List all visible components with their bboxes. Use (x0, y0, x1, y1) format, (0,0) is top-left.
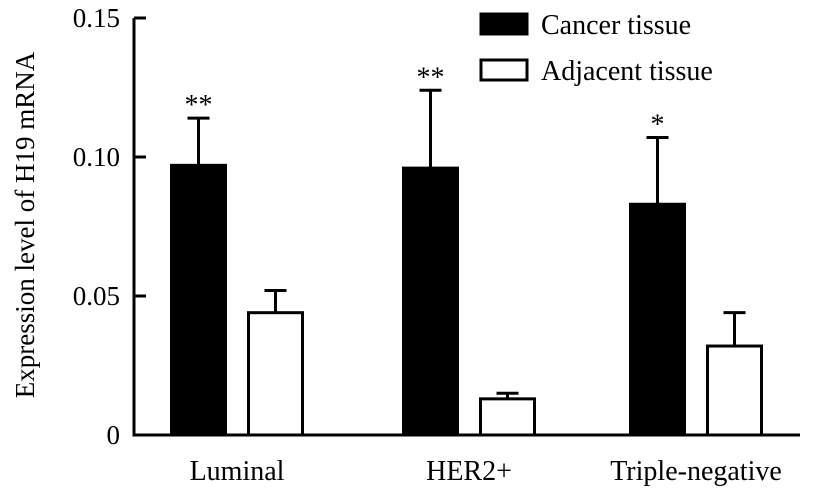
category-labels: Luminal HER2+ Triple-negative (190, 456, 782, 487)
category-label: HER2+ (426, 456, 512, 487)
y-ticks: 0 0.05 0.10 0.15 (73, 3, 146, 450)
legend: Cancer tissue Adjacent tissue (479, 10, 713, 87)
y-axis-label-group: Expression level of H19 mRNA (10, 51, 40, 398)
bar-adjacent-1 (479, 397, 536, 437)
significance-marker: ** (417, 62, 445, 93)
y-tick-label: 0.15 (73, 3, 120, 33)
y-tick-label: 0.05 (73, 281, 120, 311)
bar-cancer-2 (629, 202, 686, 437)
significance-markers: ***** (185, 62, 665, 140)
category-label: Triple-negative (610, 456, 782, 487)
significance-marker: ** (185, 90, 213, 121)
legend-swatch-cancer-tissue (479, 12, 529, 36)
bars (170, 163, 763, 437)
y-tick-label: 0.10 (73, 142, 120, 172)
error-bars (187, 88, 746, 399)
y-axis-label: Expression level of H19 mRNA (10, 51, 40, 398)
bar-cancer-1 (402, 166, 459, 437)
bar-cancer-0 (170, 163, 227, 437)
axes (132, 18, 800, 437)
y-tick-label: 0 (107, 420, 121, 450)
legend-swatch-adjacent-tissue (479, 58, 529, 82)
significance-marker: * (651, 110, 665, 141)
category-label: Luminal (190, 456, 285, 487)
legend-label-adjacent-tissue: Adjacent tissue (541, 56, 713, 87)
bar-adjacent-0 (247, 311, 304, 437)
bar-adjacent-2 (706, 344, 763, 437)
legend-label-cancer-tissue: Cancer tissue (541, 10, 691, 41)
